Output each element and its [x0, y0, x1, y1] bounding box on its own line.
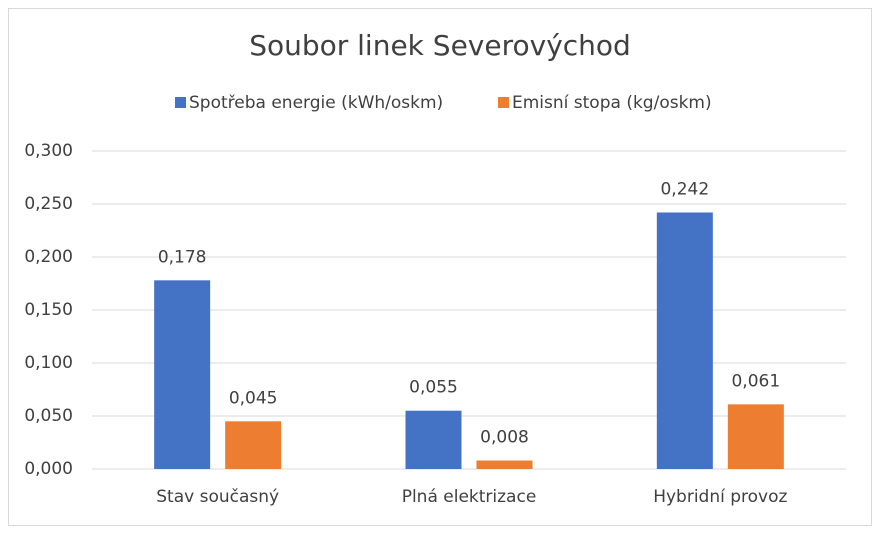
x-tick-label: Stav současný: [156, 487, 279, 507]
legend-label: Spotřeba energie (kWh/oskm): [189, 93, 443, 113]
data-label: 0,242: [660, 179, 709, 199]
y-tick-label: 0,000: [24, 459, 73, 479]
x-tick-label: Hybridní provoz: [653, 487, 787, 507]
bar: [476, 460, 533, 469]
y-tick-label: 0,100: [24, 353, 73, 373]
bar: [154, 280, 211, 469]
x-tick-label: Plná elektrizace: [402, 487, 537, 507]
legend-swatch: [498, 97, 509, 108]
bar: [727, 404, 784, 469]
data-label: 0,055: [409, 378, 458, 398]
y-tick-label: 0,050: [24, 406, 73, 426]
data-label: 0,045: [229, 388, 278, 408]
y-tick-label: 0,200: [24, 247, 73, 267]
bar: [656, 212, 713, 470]
legend-swatch: [175, 97, 186, 108]
chart-title: Soubor linek Severovýchod: [249, 29, 631, 62]
data-label: 0,008: [480, 428, 529, 448]
y-tick-label: 0,300: [24, 141, 73, 161]
y-tick-label: 0,250: [24, 194, 73, 214]
bar: [225, 421, 282, 469]
data-label: 0,061: [731, 371, 780, 391]
bar: [405, 410, 462, 469]
data-label: 0,178: [158, 247, 207, 267]
legend-label: Emisní stopa (kg/oskm): [512, 93, 712, 113]
y-tick-label: 0,150: [24, 300, 73, 320]
